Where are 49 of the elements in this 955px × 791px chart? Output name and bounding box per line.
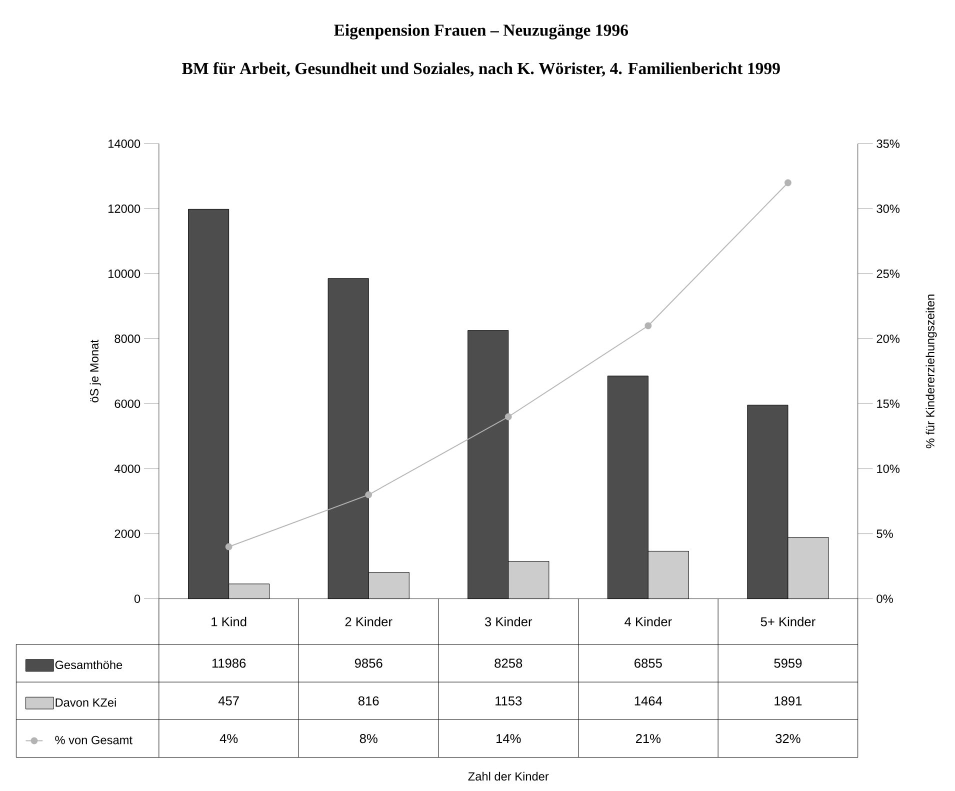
legend-label: Davon KZei bbox=[56, 698, 116, 707]
point bbox=[365, 491, 372, 498]
y-tick-label: 10000 bbox=[108, 270, 140, 278]
x-tick-label: 2 Kinder bbox=[345, 616, 392, 626]
data-label: 1464 bbox=[634, 696, 662, 706]
y2-axis-title: % für Kindererziehungszeiten bbox=[926, 294, 937, 448]
y2-tick-label: 5% bbox=[876, 530, 893, 538]
point bbox=[225, 543, 232, 550]
y2-tick-label: 20% bbox=[876, 334, 900, 343]
chart-subtitle: BM für Arbeit, Gesundheit und Soziales, nach K. Wörister, 4. Familienbericht 1999 bbox=[182, 62, 780, 77]
y2-tick-label: 30% bbox=[876, 204, 900, 213]
y-tick-label: 14000 bbox=[108, 139, 140, 148]
data-label: 457 bbox=[218, 696, 239, 706]
data-label: 32% bbox=[776, 734, 800, 744]
data-label: 5959 bbox=[774, 658, 802, 668]
y2-tick-label: 35% bbox=[876, 139, 900, 148]
x-tick-label: 5+ Kinder bbox=[760, 616, 816, 626]
x-tick-label: 4 Kinder bbox=[624, 616, 672, 626]
y2-tick-label: 15% bbox=[877, 400, 900, 408]
text: Zahl der Kinder bbox=[468, 772, 549, 781]
point bbox=[784, 179, 792, 186]
y-tick-label: 2000 bbox=[114, 530, 140, 538]
chart-title: Eigenpension Frauen – Neuzugänge 1996 bbox=[334, 24, 628, 40]
data-label: 816 bbox=[358, 696, 379, 706]
point bbox=[504, 413, 512, 420]
y-axis-title: öS je Monat bbox=[90, 340, 101, 402]
y-tick-label: 12000 bbox=[108, 204, 140, 213]
data-label: 8258 bbox=[494, 658, 522, 668]
data-label: 9856 bbox=[354, 658, 382, 668]
y-tick-label: 8000 bbox=[114, 334, 140, 343]
y2-tick-label: 25% bbox=[876, 270, 900, 278]
y-tick-label: 0 bbox=[134, 594, 140, 603]
y2-tick-label: 10% bbox=[877, 464, 900, 473]
y-tick-label: 6000 bbox=[114, 400, 140, 408]
x-tick-label: 1 Kind bbox=[212, 616, 246, 626]
data-label: 1891 bbox=[774, 696, 802, 706]
legend-label: % von Gesamt bbox=[55, 736, 132, 744]
y-tick-label: 4000 bbox=[114, 464, 140, 473]
data-label: 11986 bbox=[212, 658, 246, 668]
x-tick-label: 3 Kinder bbox=[484, 616, 532, 626]
point bbox=[644, 322, 652, 330]
data-label: 14% bbox=[496, 734, 521, 744]
data-label: 1153 bbox=[496, 696, 522, 706]
legend-label: Gesamthöhe bbox=[55, 660, 122, 670]
data-label: 4% bbox=[220, 734, 238, 744]
data-label: 8% bbox=[360, 734, 378, 744]
data-label: 21% bbox=[636, 734, 661, 744]
y2-tick-label: 0% bbox=[876, 594, 893, 603]
data-label: 6855 bbox=[634, 658, 662, 668]
